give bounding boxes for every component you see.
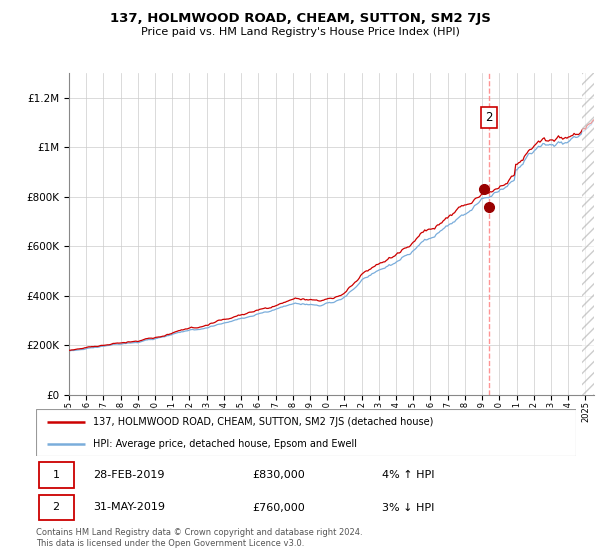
- Text: Price paid vs. HM Land Registry's House Price Index (HPI): Price paid vs. HM Land Registry's House …: [140, 27, 460, 37]
- Text: 4% ↑ HPI: 4% ↑ HPI: [382, 470, 434, 480]
- Text: 2: 2: [52, 502, 59, 512]
- Text: 31-MAY-2019: 31-MAY-2019: [92, 502, 164, 512]
- FancyBboxPatch shape: [36, 409, 576, 456]
- Text: Contains HM Land Registry data © Crown copyright and database right 2024.
This d: Contains HM Land Registry data © Crown c…: [36, 528, 362, 548]
- Text: 1: 1: [52, 470, 59, 480]
- Text: 28-FEB-2019: 28-FEB-2019: [92, 470, 164, 480]
- Text: 137, HOLMWOOD ROAD, CHEAM, SUTTON, SM2 7JS: 137, HOLMWOOD ROAD, CHEAM, SUTTON, SM2 7…: [110, 12, 490, 25]
- Polygon shape: [582, 73, 594, 395]
- Text: 3% ↓ HPI: 3% ↓ HPI: [382, 502, 434, 512]
- Text: £760,000: £760,000: [252, 502, 305, 512]
- Text: 137, HOLMWOOD ROAD, CHEAM, SUTTON, SM2 7JS (detached house): 137, HOLMWOOD ROAD, CHEAM, SUTTON, SM2 7…: [92, 417, 433, 427]
- FancyBboxPatch shape: [39, 463, 74, 488]
- FancyBboxPatch shape: [39, 494, 74, 520]
- Text: 2: 2: [485, 111, 493, 124]
- Text: HPI: Average price, detached house, Epsom and Ewell: HPI: Average price, detached house, Epso…: [92, 438, 356, 449]
- Text: £830,000: £830,000: [252, 470, 305, 480]
